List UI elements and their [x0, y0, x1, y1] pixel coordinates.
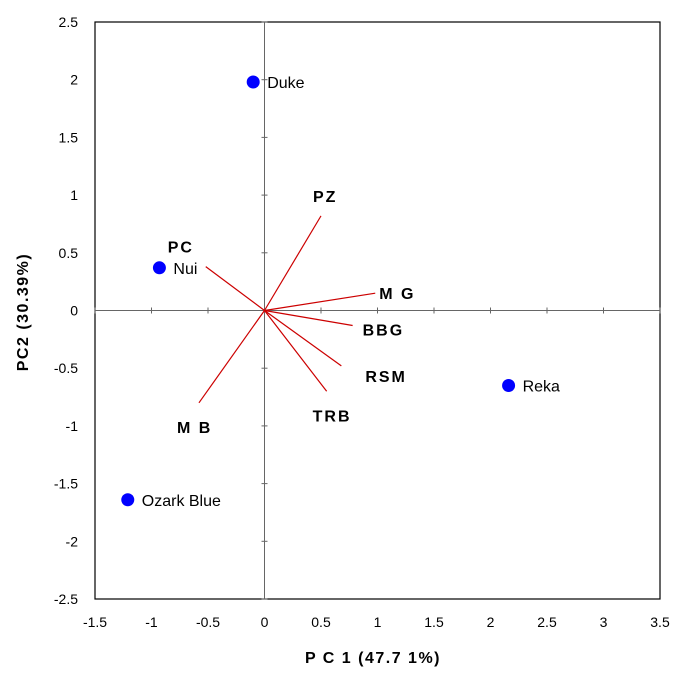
loading-vector	[198, 310, 265, 404]
y-tick-label: 1.5	[59, 129, 79, 145]
x-tick-label: 0.5	[311, 614, 331, 630]
y-tick-label: -1.5	[54, 476, 78, 492]
y-tick-label: 2	[70, 72, 78, 88]
x-tick-label: -1.5	[83, 614, 107, 630]
point-label: Duke	[267, 75, 304, 92]
vector-label: M B	[177, 420, 212, 437]
y-tick-label: -0.5	[54, 360, 78, 376]
vector-label: RSM	[365, 369, 407, 386]
y-tick-label: -2.5	[54, 591, 78, 607]
point-label: Nui	[173, 261, 197, 278]
x-tick-label: 2	[487, 614, 495, 630]
x-axis-title: P C 1 (47.7 1%)	[305, 650, 441, 667]
x-tick-label: 1.5	[424, 614, 444, 630]
loading-vector	[263, 215, 322, 311]
y-axis-title: PC2 (30.39%)	[15, 253, 32, 372]
y-tick-label: -2	[66, 533, 79, 549]
x-tick-label: 3	[600, 614, 608, 630]
y-tick-label: 1	[70, 187, 78, 203]
loading-vector	[205, 266, 265, 311]
data-point	[121, 493, 135, 507]
point-label: Ozark Blue	[142, 493, 221, 510]
vector-label: BBG	[363, 323, 405, 340]
loading-vector	[264, 310, 342, 367]
point-label: Reka	[523, 379, 560, 396]
y-tick-label: 0	[70, 303, 78, 319]
y-tick-label: -1	[66, 418, 79, 434]
x-tick-label: -0.5	[196, 614, 220, 630]
y-tick-label: 0.5	[59, 245, 79, 261]
y-tick-label: 2.5	[59, 14, 79, 30]
data-point	[502, 379, 516, 393]
vector-label: TRB	[313, 408, 352, 425]
data-point	[246, 75, 260, 89]
vector-label: PC	[168, 240, 194, 257]
x-tick-label: -1	[145, 614, 158, 630]
x-tick-label: 0	[261, 614, 269, 630]
data-point	[152, 261, 166, 275]
x-tick-label: 3.5	[650, 614, 670, 630]
loading-vector	[264, 309, 353, 327]
loading-vector	[264, 292, 376, 312]
x-tick-label: 1	[374, 614, 382, 630]
loading-vector	[264, 310, 328, 392]
x-tick-label: 2.5	[537, 614, 557, 630]
vector-label: M G	[379, 286, 415, 303]
vector-label: PZ	[313, 189, 337, 206]
